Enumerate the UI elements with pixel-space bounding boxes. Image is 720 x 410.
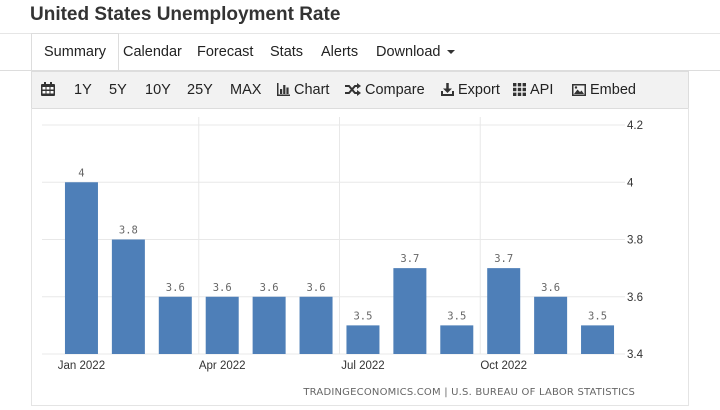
tab-download[interactable]: Download — [376, 34, 455, 70]
bar — [346, 325, 380, 354]
unemployment-bar-chart: 4.2 4 3.8 3.6 3.4 4 3.8 3.6 3.6 3.6 3.6 3.5 3.7 3.5 3.… — [42, 117, 644, 398]
bar — [64, 182, 98, 354]
tabs-bar: Summary Calendar Forecast Stats Alerts D… — [0, 33, 720, 71]
api-label: API — [530, 82, 554, 98]
export-button[interactable]: Export — [441, 72, 500, 108]
tab-summary[interactable]: Summary — [31, 33, 120, 70]
calendar-icon — [41, 82, 55, 96]
bar — [487, 268, 521, 354]
data-label: 3.8 — [119, 225, 138, 237]
bar-chart-icon — [277, 83, 290, 96]
bar — [111, 239, 145, 354]
data-label: 3.6 — [307, 282, 326, 294]
tab-alerts[interactable]: Alerts — [321, 44, 359, 60]
caret-down-icon — [446, 50, 455, 55]
chart-toolbar: 1Y 5Y 10Y 25Y MAX Chart Compare Export — [31, 71, 689, 109]
y-tick-label: 3.8 — [627, 235, 643, 247]
tab-download-label: Download — [376, 44, 441, 60]
range-25y[interactable]: 25Y — [187, 82, 213, 98]
y-tick-label: 3.4 — [627, 349, 644, 361]
chart-label: Chart — [294, 82, 330, 98]
bar — [205, 296, 239, 354]
bar — [534, 296, 568, 354]
data-label: 3.7 — [400, 253, 419, 265]
bar — [299, 296, 333, 354]
shuffle-icon — [345, 83, 361, 96]
y-tick-label: 3.6 — [627, 292, 643, 304]
tab-forecast[interactable]: Forecast — [197, 44, 254, 60]
bar — [252, 296, 286, 354]
page-title: United States Unemployment Rate — [30, 4, 341, 25]
range-1y[interactable]: 1Y — [74, 82, 92, 98]
chart-panel: 4.2 4 3.8 3.6 3.4 4 3.8 3.6 3.6 3.6 3.6 3.5 3.7 3.5 3.… — [31, 108, 689, 406]
range-10y[interactable]: 10Y — [145, 82, 171, 98]
compare-button[interactable]: Compare — [345, 72, 425, 108]
bar — [440, 325, 474, 354]
bar — [393, 268, 427, 354]
data-label: 3.5 — [588, 310, 607, 322]
x-tick-label: Jul 2022 — [341, 360, 384, 372]
x-tick-label: Oct 2022 — [480, 360, 527, 372]
y-tick-label: 4 — [627, 177, 634, 189]
chart-button[interactable]: Chart — [277, 72, 329, 108]
data-label: 3.6 — [166, 282, 185, 294]
x-tick-label: Apr 2022 — [199, 360, 246, 372]
y-tick-label: 4.2 — [627, 120, 643, 132]
data-label: 3.5 — [447, 310, 466, 322]
download-icon — [441, 83, 454, 96]
embed-label: Embed — [590, 82, 636, 98]
embed-button[interactable]: Embed — [572, 72, 636, 108]
data-label: 3.6 — [213, 282, 232, 294]
export-label: Export — [458, 82, 500, 98]
range-max[interactable]: MAX — [230, 82, 262, 98]
data-label: 3.5 — [353, 310, 372, 322]
tab-stats[interactable]: Stats — [270, 44, 304, 60]
data-label: 3.6 — [260, 282, 279, 294]
x-tick-label: Jan 2022 — [58, 360, 105, 372]
calendar-button[interactable] — [41, 72, 59, 108]
compare-label: Compare — [365, 82, 425, 98]
tab-calendar[interactable]: Calendar — [123, 44, 182, 60]
grid-icon — [513, 83, 526, 96]
data-label: 4 — [78, 167, 84, 179]
data-label: 3.7 — [494, 253, 513, 265]
image-icon — [572, 84, 586, 96]
range-5y[interactable]: 5Y — [109, 82, 127, 98]
bar — [581, 325, 615, 354]
api-button[interactable]: API — [513, 72, 553, 108]
bar — [158, 296, 192, 354]
chart-credits: TRADINGECONOMICS.COM | U.S. BUREAU OF LA… — [302, 387, 635, 398]
data-label: 3.6 — [541, 282, 560, 294]
